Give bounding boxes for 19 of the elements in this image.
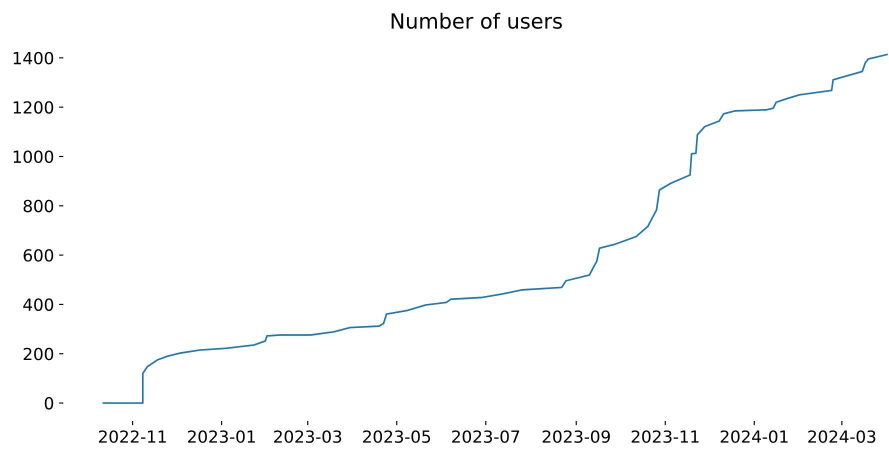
x-tick-label: 2023-07 — [452, 430, 520, 443]
chart-title: Number of users — [392, 12, 562, 29]
line-series — [102, 53, 889, 404]
y-tick-label: 200 — [24, 348, 54, 360]
x-tick-label: 2024-03 — [808, 430, 876, 443]
x-tick-label: 2023-01 — [188, 430, 255, 443]
x-tick-label: 2023-11 — [632, 430, 699, 443]
y-tick-label: 400 — [23, 298, 54, 311]
x-tick-label: 2023-05 — [363, 430, 430, 443]
y-tick-label: 600 — [24, 249, 54, 262]
x-tick-label: 2024-01 — [720, 430, 788, 443]
y-tick-label: 1200 — [14, 101, 54, 114]
y-tick-label: 800 — [24, 200, 54, 212]
x-tick-label: 2023-09 — [542, 430, 610, 443]
x-tick-label: 2023-03 — [274, 430, 342, 443]
x-tick-label: 2022-11 — [99, 430, 166, 443]
y-tick-label: 1000 — [14, 150, 54, 164]
y-tick-label: 0 — [44, 397, 54, 410]
y-tick-label: 1400 — [14, 52, 54, 64]
